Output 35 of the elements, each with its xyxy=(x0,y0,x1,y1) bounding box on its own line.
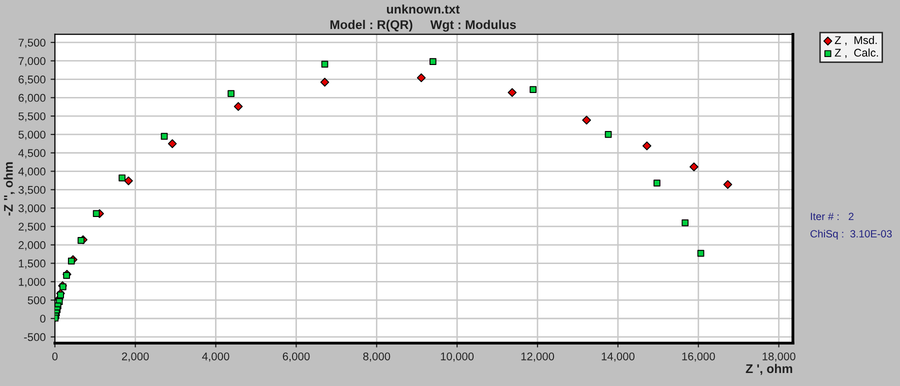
text: ChiSq : 3.10E-03 xyxy=(810,230,892,240)
y-tick-label: 7,500 xyxy=(18,38,46,48)
y-tick-label: 2,000 xyxy=(18,241,46,250)
x-tick-label: 4,000 xyxy=(202,352,230,362)
x-axis-title: Z ', ohm xyxy=(746,364,792,375)
y-tick-label: 5,000 xyxy=(18,130,46,140)
x-tick-label: 14,000 xyxy=(602,352,635,362)
y-tick-label: 1,000 xyxy=(18,278,46,288)
x-tick-label: 16,000 xyxy=(682,352,715,362)
y-tick-label: 0 xyxy=(40,314,46,323)
legend-label: Z , Calc. xyxy=(834,48,878,58)
y-tick-label: 3,000 xyxy=(18,204,46,214)
x-tick-label: 10,000 xyxy=(440,352,474,362)
y-axis-title: -Z '', ohm xyxy=(4,162,15,216)
y-tick-label: 7,000 xyxy=(18,57,46,66)
x-tick-label: 2,000 xyxy=(122,352,149,362)
y-tick-label: 4,500 xyxy=(18,149,46,158)
y-tick-label: -500 xyxy=(24,333,46,342)
y-tick-label: 500 xyxy=(28,296,46,304)
y-tick-label: 6,500 xyxy=(18,76,46,85)
y-tick-label: 1,500 xyxy=(18,260,46,269)
y-tick-label: 5,500 xyxy=(18,112,46,122)
legend-label: Z , Msd. xyxy=(834,36,877,46)
x-tick-label: 0 xyxy=(52,352,58,360)
chart-title: unknown.txt xyxy=(386,4,460,14)
text: Iter # : 2 xyxy=(810,212,854,220)
y-tick-label: 3,500 xyxy=(18,186,46,196)
x-tick-label: 8,000 xyxy=(363,352,390,362)
y-tick-label: 4,000 xyxy=(18,168,46,177)
x-tick-label: 18,000 xyxy=(762,352,796,362)
x-tick-label: 6,000 xyxy=(282,352,310,362)
y-tick-label: 2,500 xyxy=(18,222,46,232)
x-tick-label: 12,000 xyxy=(521,352,554,362)
y-tick-label: 6,000 xyxy=(18,94,46,104)
chart-subtitle: Model : R(QR) Wgt : Modulus xyxy=(330,20,516,32)
